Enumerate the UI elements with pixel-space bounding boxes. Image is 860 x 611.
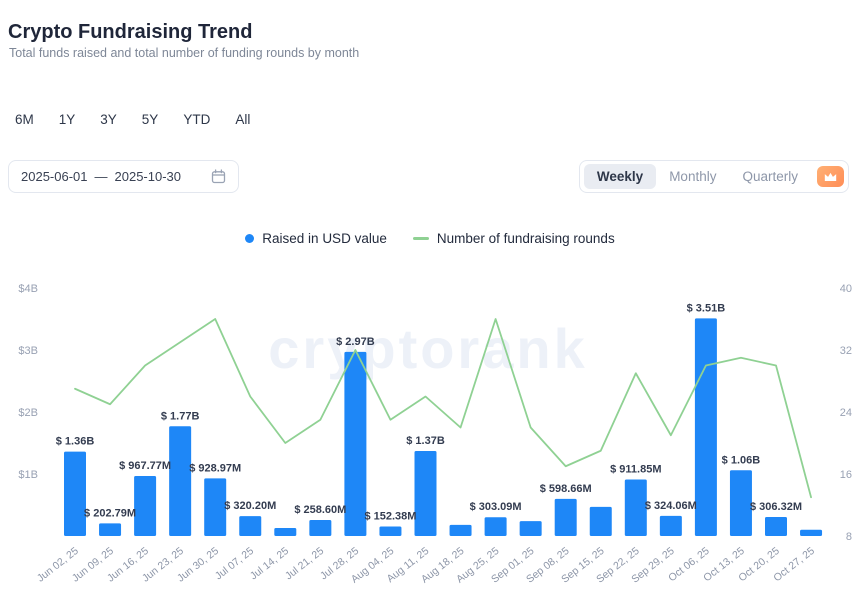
premium-crown-button[interactable] — [817, 166, 844, 187]
bar-value-label: $ 1.37B — [406, 435, 445, 447]
rounds-line — [74, 318, 812, 499]
calendar-icon[interactable] — [211, 169, 226, 184]
time-range-buttons: 6M 1Y 3Y 5Y YTD All — [15, 112, 250, 127]
bar-Sep 15, 25[interactable] — [589, 506, 612, 536]
bar-Sep 29, 25[interactable] — [659, 515, 682, 536]
left-axis-tick: $4B — [18, 283, 38, 295]
date-start: 2025-06-01 — [21, 169, 88, 184]
bar-Jul 14, 25[interactable] — [274, 527, 297, 536]
bar-Sep 08, 25[interactable] — [554, 498, 577, 536]
bar-value-label: $ 1.77B — [161, 410, 200, 422]
chart-legend: Raised in USD value Number of fundraising… — [0, 231, 860, 246]
range-button-all[interactable]: All — [235, 112, 251, 127]
bar-Jul 21, 25[interactable] — [309, 519, 332, 536]
range-button-3y[interactable]: 3Y — [100, 112, 117, 127]
range-button-6m[interactable]: 6M — [15, 112, 34, 127]
bar-Oct 06, 25[interactable] — [694, 318, 717, 536]
legend-item-0[interactable]: Raised in USD value — [245, 231, 387, 246]
bar-value-label: $ 928.97M — [189, 462, 241, 474]
bar-Jun 09, 25[interactable] — [99, 523, 122, 536]
right-axis-tick: 40 — [840, 283, 852, 295]
bar-value-label: $ 1.06B — [722, 454, 761, 466]
bar-Oct 13, 25[interactable] — [729, 470, 752, 536]
range-button-5y[interactable]: 5Y — [141, 112, 159, 127]
bar-value-label: $ 320.20M — [224, 500, 276, 512]
bar-Jun 02, 25[interactable] — [64, 451, 86, 536]
bar-value-label: $ 258.60M — [294, 504, 346, 516]
bar-value-label: $ 2.97B — [336, 336, 375, 348]
left-axis-tick: $1B — [18, 469, 38, 481]
bar-Jun 23, 25[interactable] — [169, 426, 192, 536]
granularity-monthly[interactable]: Monthly — [656, 164, 729, 189]
bar-value-label: $ 967.77M — [119, 460, 171, 472]
bar-Aug 04, 25[interactable] — [379, 526, 402, 536]
legend-item-1[interactable]: Number of fundraising rounds — [412, 231, 615, 246]
trend-chart: cryptorank $4B $3B $2B $1B 40 32 24 16 8 $ 1.36B $ … — [18, 283, 852, 586]
page-title: Crypto Fundraising Trend — [8, 21, 253, 44]
bar-value-label: $ 202.79M — [84, 507, 136, 519]
legend-label: Number of fundraising rounds — [436, 231, 615, 246]
right-axis-tick: 24 — [840, 407, 852, 419]
bar-Sep 01, 25[interactable] — [519, 521, 542, 536]
date-end: 2025-10-30 — [114, 169, 182, 184]
bar-value-label: $ 306.32M — [750, 501, 802, 513]
legend-line-marker — [412, 237, 429, 240]
bar-Jun 16, 25[interactable] — [134, 475, 157, 536]
bar-Oct 27, 25[interactable] — [800, 529, 823, 536]
bar-Jul 07, 25[interactable] — [239, 516, 262, 536]
range-button-1y[interactable]: 1Y — [58, 112, 76, 127]
granularity-options: Weekly Monthly Quarterly — [583, 164, 811, 189]
right-axis-tick: 8 — [846, 531, 852, 543]
bar-value-label: $ 598.66M — [540, 483, 592, 495]
bar-Oct 20, 25[interactable] — [765, 517, 787, 536]
date-range-picker[interactable]: 2025-06-01 — 2025-10-30 — [8, 160, 239, 193]
controls-row: 2025-06-01 — 2025-10-30 Weekly Monthly Qua… — [8, 160, 849, 193]
granularity-weekly[interactable]: Weekly — [583, 164, 657, 189]
bar-Aug 25, 25[interactable] — [484, 517, 507, 536]
right-axis-tick: 16 — [840, 469, 852, 481]
legend-label: Raised in USD value — [262, 231, 387, 246]
bar-value-label: $ 303.09M — [470, 501, 522, 513]
left-axis-tick: $2B — [18, 407, 38, 419]
left-axis-tick: $3B — [18, 345, 38, 357]
bar-Sep 22, 25[interactable] — [624, 479, 647, 536]
bar-value-label: $ 911.85M — [610, 463, 661, 475]
legend-dot-marker — [245, 234, 255, 243]
bar-value-label: $ 152.38M — [364, 511, 416, 523]
crown-icon — [824, 171, 837, 182]
range-button-ytd[interactable]: YTD — [183, 112, 211, 127]
bar-value-label: $ 324.06M — [645, 500, 697, 512]
bar-Aug 11, 25[interactable] — [414, 451, 437, 536]
chart-area: cryptorank $4B $3B $2B $1B 40 32 24 16 8 $ 1.36B $ … — [0, 268, 860, 611]
bar-value-label: $ 1.36B — [56, 436, 95, 448]
bar-value-label: $ 3.51B — [687, 302, 726, 314]
page-subtitle: Total funds raised and total number of f… — [9, 46, 360, 60]
watermark: cryptorank — [268, 317, 587, 380]
bar-Jun 30, 25[interactable] — [204, 478, 227, 536]
date-separator: — — [94, 169, 108, 184]
right-axis-tick: 32 — [840, 345, 852, 357]
granularity-control: Weekly Monthly Quarterly — [578, 160, 849, 193]
granularity-quarterly[interactable]: Quarterly — [729, 164, 811, 189]
bar-Aug 18, 25[interactable] — [449, 524, 472, 536]
bar-Jul 28, 25[interactable] — [344, 351, 367, 536]
